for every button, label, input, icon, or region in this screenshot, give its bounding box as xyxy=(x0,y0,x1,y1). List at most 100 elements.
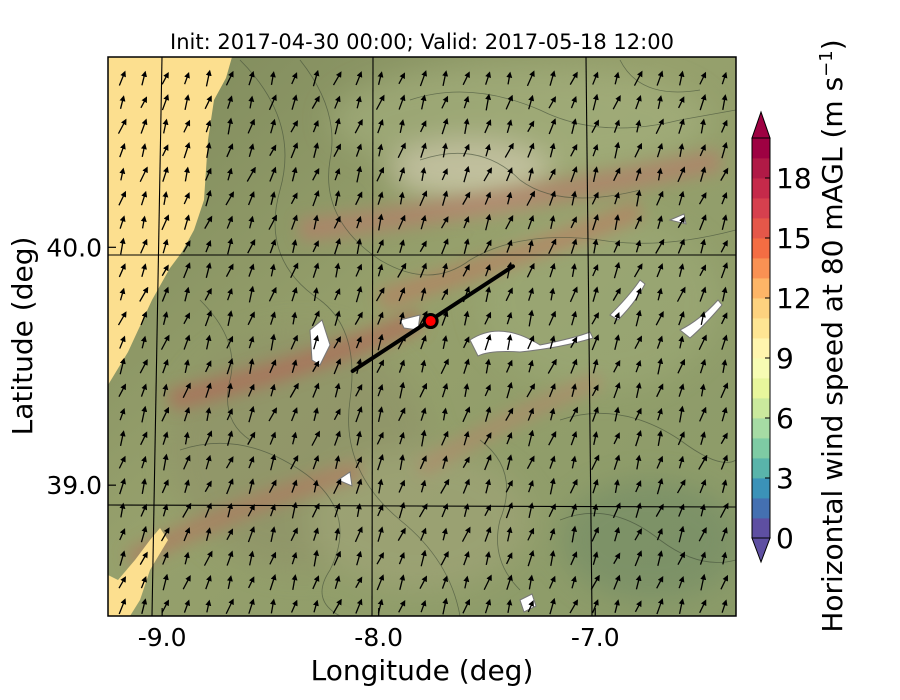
colorbar-segment xyxy=(752,298,770,319)
wind-vector-arrow xyxy=(269,166,277,182)
wind-vector-arrow xyxy=(140,383,148,397)
wind-vector-arrow xyxy=(291,286,298,302)
wind-vector-arrow xyxy=(635,480,642,493)
wind-vector-arrow xyxy=(570,431,578,446)
wind-vector-arrow xyxy=(570,455,577,469)
wind-vector-arrow xyxy=(463,95,470,109)
wind-vector-arrow xyxy=(377,383,384,397)
wind-vector-arrow xyxy=(721,71,728,85)
wind-vector-arrow xyxy=(569,599,579,614)
wind-vector-arrow xyxy=(590,574,600,590)
x-tick-label: -9.0 xyxy=(138,623,187,652)
wind-vector-arrow xyxy=(484,311,492,325)
wind-vector-arrow xyxy=(656,455,664,469)
wind-vector-arrow xyxy=(441,117,449,135)
wind-vector-arrow xyxy=(549,287,556,301)
wind-vector-arrow xyxy=(592,286,599,302)
wind-vector-arrow xyxy=(161,286,169,302)
wind-vector-arrow xyxy=(485,263,491,277)
wind-vector-arrow xyxy=(505,287,513,302)
wind-vector-arrow xyxy=(547,358,557,374)
wind-vector-arrow xyxy=(635,429,642,447)
wind-vector-arrow xyxy=(656,287,663,301)
wind-vector-arrow xyxy=(506,526,513,542)
wind-vector-arrow xyxy=(269,431,277,445)
wind-vector-arrow xyxy=(289,382,299,398)
wind-vector-arrow xyxy=(485,213,492,231)
wind-vector-arrow xyxy=(205,334,212,350)
wind-vector-arrow xyxy=(699,93,707,111)
wind-vector-arrow xyxy=(484,551,491,566)
wind-vector-arrow xyxy=(463,575,470,589)
wind-vector-arrow xyxy=(162,431,169,445)
wind-vector-arrow xyxy=(119,550,126,566)
wind-vector-arrow xyxy=(634,407,642,421)
wind-vector-arrow xyxy=(505,407,514,421)
wind-vector-arrow xyxy=(570,216,577,229)
wind-vector-arrow xyxy=(635,95,642,110)
wind-vector-arrow xyxy=(247,431,256,445)
wind-vector-arrow xyxy=(592,213,599,231)
wind-vector-arrow xyxy=(635,359,642,373)
wind-vector-arrow xyxy=(419,70,428,87)
wind-vector-arrow xyxy=(183,192,190,205)
wind-vector-arrow xyxy=(399,381,406,399)
colorbar-segment xyxy=(752,378,770,399)
wind-vector-arrow xyxy=(462,406,471,423)
wind-vector-arrow xyxy=(118,598,127,615)
wind-vector-arrow xyxy=(205,142,212,159)
wind-vector-arrow xyxy=(720,432,728,445)
wind-vector-arrow xyxy=(227,287,233,301)
wind-vector-arrow xyxy=(656,70,664,86)
wind-vector-arrow xyxy=(205,527,212,541)
wind-vector-arrow xyxy=(506,454,513,470)
wind-vector-arrow xyxy=(591,334,600,351)
wind-vector-arrow xyxy=(420,549,427,567)
wind-vector-arrow xyxy=(463,216,470,229)
wind-vector-arrow xyxy=(204,167,212,181)
wind-vector-arrow xyxy=(248,70,255,86)
wind-vector-arrow xyxy=(162,503,169,517)
wind-vector-arrow xyxy=(720,454,728,470)
wind-vector-arrow xyxy=(312,455,320,470)
wind-vector-arrow xyxy=(484,454,492,471)
wind-vector-arrow xyxy=(442,597,449,615)
wind-vector-arrow xyxy=(226,143,234,158)
wind-vector-arrow xyxy=(634,550,643,567)
wind-vector-arrow xyxy=(227,117,234,135)
wind-vector-arrow xyxy=(118,383,126,398)
wind-vector-arrow xyxy=(613,479,620,494)
wind-vector-arrow xyxy=(721,479,728,493)
wind-vector-arrow xyxy=(570,166,578,183)
wind-vector-arrow xyxy=(247,383,255,397)
wind-vector-arrow xyxy=(418,503,428,518)
wind-vector-arrow xyxy=(613,574,621,590)
wind-vector-arrow xyxy=(290,527,298,542)
colorbar-segment xyxy=(752,318,770,339)
wind-vector-arrow xyxy=(246,166,256,182)
wind-vector-arrow xyxy=(571,525,578,543)
wind-vector-arrow xyxy=(420,429,427,447)
wind-vector-arrow xyxy=(268,94,277,111)
wind-vector-arrow xyxy=(183,214,191,230)
wind-vector-arrow xyxy=(162,191,169,206)
wind-vector-arrow xyxy=(227,310,234,326)
wind-vector-arrow xyxy=(119,237,126,255)
wind-vector-arrow xyxy=(484,598,492,614)
colorbar-extend-max xyxy=(751,110,771,139)
wind-vector-arrow xyxy=(634,528,643,541)
wind-vector-arrow xyxy=(420,167,427,182)
wind-vector-arrow xyxy=(613,119,621,133)
wind-vector-arrow xyxy=(528,309,535,327)
wind-vector-arrow xyxy=(526,70,535,87)
wind-vector-arrow xyxy=(441,190,449,206)
wind-vector-arrow xyxy=(398,407,406,422)
wind-vector-arrow xyxy=(462,191,471,205)
wind-vector-arrow xyxy=(461,526,471,542)
wind-vector-arrow xyxy=(678,311,685,326)
wind-vector-arrow xyxy=(119,167,126,181)
wind-vector-arrow xyxy=(698,192,707,205)
wind-vector-arrow xyxy=(377,119,384,134)
wind-vector-arrow xyxy=(699,406,707,422)
x-tick-label: -8.0 xyxy=(354,623,403,652)
